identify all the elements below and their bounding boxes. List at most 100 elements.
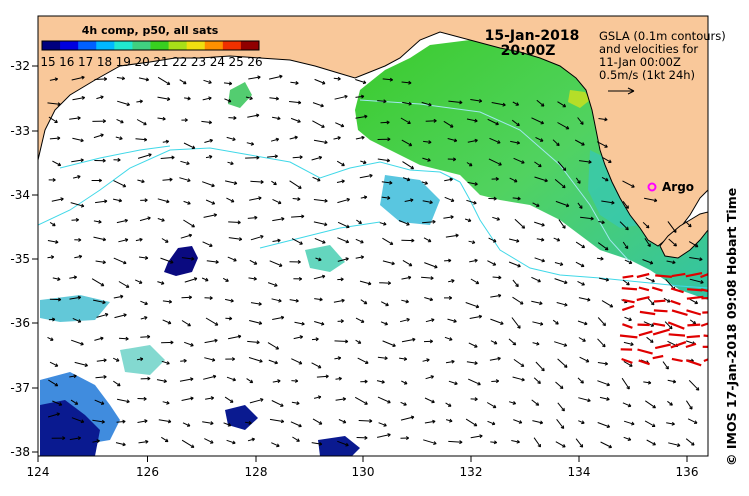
red-velocity-arrow <box>703 358 708 363</box>
velocity-arrow <box>597 338 606 348</box>
velocity-arrowhead <box>122 442 126 447</box>
velocity-arrowhead <box>474 397 478 402</box>
velocity-arrow <box>312 176 321 182</box>
velocity-arrow <box>96 96 104 100</box>
velocity-arrow <box>140 300 148 305</box>
velocity-arrowhead <box>123 313 127 318</box>
velocity-arrow <box>688 298 698 304</box>
velocity-arrow <box>137 179 145 183</box>
velocity-arrow <box>425 375 434 380</box>
colorbar-swatch <box>96 41 115 50</box>
velocity-arrowhead <box>139 237 143 242</box>
velocity-arrowhead <box>605 177 609 182</box>
velocity-arrowhead <box>539 301 543 306</box>
velocity-arrow <box>492 216 500 221</box>
velocity-arrow <box>289 180 302 189</box>
velocity-arrow <box>335 377 342 380</box>
velocity-arrow <box>183 219 195 228</box>
velocity-arrowhead <box>191 256 195 261</box>
velocity-arrow <box>600 441 612 448</box>
velocity-arrowhead <box>408 80 412 85</box>
velocity-arrowhead <box>565 125 570 130</box>
argo-icon <box>647 182 657 192</box>
red-velocity-arrow <box>700 288 708 293</box>
velocity-arrowhead <box>254 215 258 220</box>
velocity-arrowhead <box>122 419 126 424</box>
velocity-arrow <box>490 340 498 345</box>
velocity-arrow <box>575 261 585 267</box>
velocity-arrow <box>447 318 457 323</box>
velocity-arrowhead <box>125 336 129 341</box>
velocity-arrow <box>490 441 497 444</box>
velocity-arrow <box>291 238 303 245</box>
velocity-arrow <box>52 277 61 280</box>
colorbar-swatch <box>222 41 242 50</box>
velocity-arrow <box>224 298 234 302</box>
velocity-arrowhead <box>214 338 218 343</box>
velocity-arrow <box>557 402 565 412</box>
velocity-arrow <box>72 317 82 323</box>
velocity-arrowhead <box>191 223 195 228</box>
velocity-arrowhead <box>340 319 344 324</box>
velocity-arrowhead <box>54 382 59 387</box>
velocity-arrowhead <box>117 382 121 387</box>
velocity-arrow <box>466 118 478 122</box>
velocity-arrowhead <box>474 118 478 123</box>
velocity-arrow <box>577 117 584 125</box>
velocity-arrow <box>336 180 345 183</box>
velocity-arrowhead <box>699 257 703 262</box>
velocity-arrow <box>271 442 280 447</box>
velocity-arrowhead <box>427 238 432 243</box>
velocity-arrow <box>556 418 565 429</box>
velocity-arrowhead <box>473 200 477 205</box>
velocity-arrowhead <box>562 225 566 229</box>
velocity-arrow <box>534 176 548 182</box>
velocity-arrow <box>558 219 566 229</box>
velocity-arrowhead <box>540 120 545 125</box>
velocity-arrow <box>249 259 258 265</box>
velocity-arrow <box>376 380 385 383</box>
velocity-arrow <box>688 241 699 248</box>
velocity-arrowhead <box>512 341 517 346</box>
red-velocity-arrow <box>700 322 708 327</box>
velocity-arrowhead <box>318 257 322 262</box>
velocity-arrowhead <box>260 234 264 239</box>
velocity-arrow <box>311 362 322 369</box>
velocity-arrowhead <box>580 380 584 384</box>
velocity-arrowhead <box>345 339 349 344</box>
velocity-arrowhead <box>408 142 413 147</box>
velocity-arrowhead <box>324 198 328 203</box>
velocity-arrowhead <box>294 135 298 140</box>
velocity-arrow <box>49 137 61 140</box>
velocity-arrow <box>47 413 60 418</box>
velocity-arrowhead <box>188 233 193 238</box>
velocity-arrow <box>685 438 695 446</box>
velocity-arrowhead <box>389 77 393 82</box>
velocity-arrowhead <box>148 153 152 157</box>
velocity-arrow <box>511 440 520 443</box>
velocity-arrowhead <box>626 385 630 390</box>
velocity-arrowhead <box>459 440 463 445</box>
velocity-arrowhead <box>138 280 143 284</box>
velocity-arrow <box>489 137 501 144</box>
velocity-arrow <box>250 235 264 241</box>
velocity-arrow <box>642 221 650 229</box>
velocity-arrow <box>95 200 108 204</box>
velocity-arrow <box>202 241 213 247</box>
velocity-arrowhead <box>562 184 566 189</box>
velocity-arrow <box>689 319 696 325</box>
velocity-arrowhead <box>453 138 458 143</box>
velocity-arrowhead <box>322 240 326 244</box>
velocity-arrow <box>642 259 653 264</box>
velocity-arrowhead <box>256 340 260 345</box>
velocity-arrowhead <box>102 260 106 265</box>
velocity-arrow <box>689 257 703 260</box>
velocity-arrowhead <box>341 162 345 167</box>
velocity-arrowhead <box>298 185 302 189</box>
velocity-arrow <box>224 98 232 103</box>
velocity-arrowhead <box>294 378 299 383</box>
velocity-arrow <box>402 101 412 105</box>
velocity-arrow <box>624 316 632 321</box>
velocity-arrowhead <box>230 161 234 166</box>
velocity-arrowhead <box>317 395 322 400</box>
